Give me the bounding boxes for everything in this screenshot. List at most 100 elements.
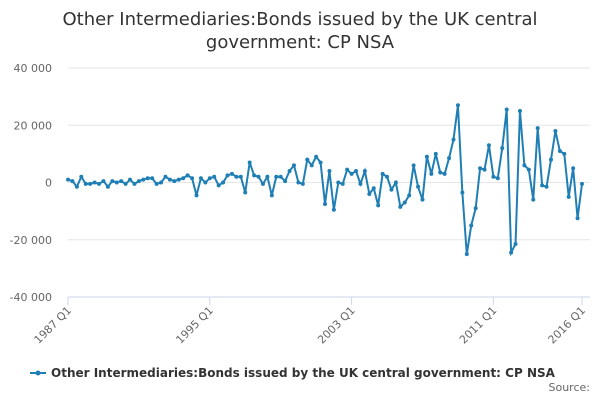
data-point: [575, 216, 580, 221]
data-point: [92, 180, 97, 185]
data-point: [283, 179, 288, 184]
data-point: [540, 183, 545, 188]
y-tick-label: -40 000: [10, 291, 52, 304]
data-point: [557, 149, 562, 154]
legend-label: Other Intermediaries:Bonds issued by the…: [51, 366, 556, 380]
data-point: [420, 197, 425, 202]
x-tick-label: 1987 Q1: [32, 304, 75, 347]
data-point: [181, 176, 186, 181]
data-point: [88, 181, 93, 186]
data-point: [314, 154, 319, 159]
y-tick-label: 20 000: [14, 119, 53, 132]
data-point: [145, 176, 150, 181]
data-point: [105, 184, 110, 189]
data-point: [238, 174, 243, 179]
x-tick-label: 2011 Q1: [457, 304, 500, 347]
data-point: [252, 173, 257, 178]
data-point: [486, 143, 491, 148]
data-point: [358, 181, 363, 186]
data-point: [367, 191, 372, 196]
data-point: [407, 193, 412, 198]
data-point: [229, 171, 234, 176]
data-point: [433, 151, 438, 156]
data-point: [385, 174, 390, 179]
x-tick-label: 2003 Q1: [315, 304, 358, 347]
data-point: [571, 166, 576, 171]
data-point: [110, 179, 115, 184]
data-point: [287, 169, 292, 174]
data-point: [172, 179, 177, 184]
data-point: [141, 177, 146, 182]
data-point: [495, 176, 500, 181]
data-point: [265, 174, 270, 179]
data-point: [212, 174, 217, 179]
data-point: [203, 180, 208, 185]
data-point: [371, 186, 376, 191]
data-point: [389, 187, 394, 192]
data-point: [482, 167, 487, 172]
data-point: [411, 163, 416, 168]
data-point: [207, 176, 212, 181]
data-point: [464, 252, 469, 257]
legend-marker: [35, 370, 41, 376]
data-point: [376, 203, 381, 208]
data-point: [318, 160, 323, 165]
x-tick-label: 2016 Q1: [546, 304, 589, 347]
data-point: [70, 179, 75, 184]
data-point: [535, 126, 540, 131]
data-point: [349, 171, 354, 176]
data-point: [74, 184, 79, 189]
data-point: [478, 166, 483, 171]
data-point: [296, 180, 301, 185]
data-point: [513, 242, 518, 247]
data-point: [504, 107, 509, 112]
data-point: [79, 174, 84, 179]
data-point: [97, 181, 102, 186]
data-point: [323, 201, 327, 206]
data-point: [460, 190, 465, 195]
data-point: [221, 180, 226, 185]
data-point: [300, 181, 305, 186]
data-point: [336, 180, 341, 185]
data-point: [176, 177, 181, 182]
data-point: [83, 181, 88, 186]
data-point: [291, 163, 296, 168]
y-tick-label: 40 000: [14, 62, 53, 75]
data-point: [455, 103, 460, 108]
data-point: [442, 171, 447, 176]
data-point: [331, 207, 336, 212]
data-point: [553, 128, 558, 133]
data-point: [548, 157, 553, 162]
data-point: [522, 163, 527, 168]
data-point: [119, 179, 124, 184]
data-point: [123, 181, 128, 186]
data-point: [566, 194, 571, 199]
data-point: [429, 171, 434, 176]
data-point: [402, 200, 407, 205]
data-point: [447, 156, 452, 161]
data-point: [101, 179, 106, 184]
data-point: [243, 190, 248, 195]
data-point: [340, 181, 345, 186]
data-point: [362, 169, 367, 174]
data-point: [247, 160, 252, 165]
data-point: [491, 174, 496, 179]
data-point: [580, 181, 584, 186]
data-point: [114, 180, 119, 185]
data-point: [150, 176, 155, 181]
data-point: [66, 177, 70, 182]
x-tick-label: 1995 Q1: [173, 304, 216, 347]
data-point: [190, 176, 195, 181]
data-point: [380, 171, 385, 176]
data-point: [185, 173, 190, 178]
data-point: [398, 204, 403, 209]
data-point: [309, 163, 314, 168]
data-point: [234, 174, 239, 179]
data-point: [278, 174, 283, 179]
data-point: [562, 151, 567, 156]
data-point: [473, 206, 478, 211]
source: Source:: [549, 381, 591, 394]
data-point: [198, 176, 203, 181]
data-point: [269, 193, 274, 198]
